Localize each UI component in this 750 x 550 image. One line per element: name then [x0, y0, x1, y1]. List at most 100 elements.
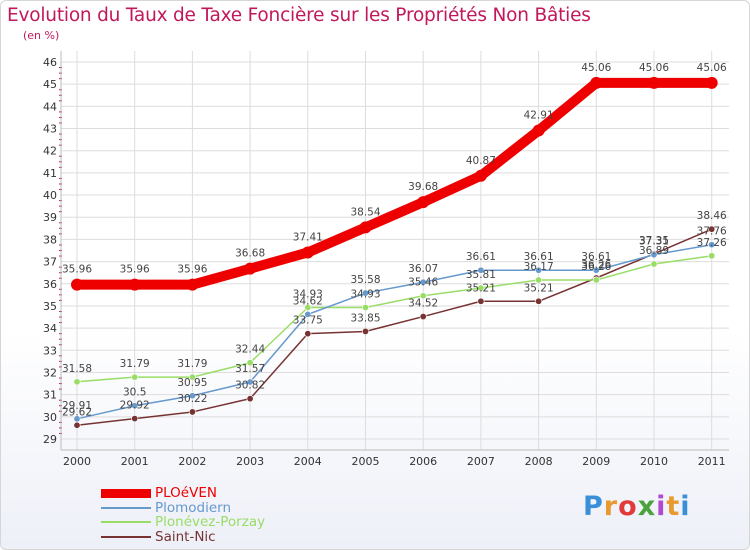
data-point-saintnic	[246, 395, 254, 403]
data-point-ploeven	[648, 76, 660, 89]
data-label-plonevez: 31.79	[120, 358, 150, 370]
data-label-ploeven: 36.68	[235, 248, 265, 260]
data-label-plonevez: 32.44	[235, 344, 265, 356]
x-tick-label: 2003	[236, 455, 264, 468]
data-point-plonevez	[361, 303, 369, 311]
data-label-saintnic: 33.75	[293, 315, 323, 327]
data-label-plonevez: 37.26	[697, 237, 727, 249]
data-point-ploeven	[532, 124, 545, 137]
data-label-plonevez: 36.89	[639, 245, 669, 257]
data-point-ploeven	[128, 278, 141, 291]
logo-letter: i	[656, 491, 667, 522]
x-tick-label: 2007	[467, 455, 495, 468]
y-tick-label: 33	[43, 344, 57, 357]
data-label-plomodiern: 36.07	[408, 263, 438, 275]
y-tick-label: 36	[43, 278, 57, 291]
y-tick-label: 37	[43, 256, 57, 269]
data-label-plomodiern: 37.31	[639, 236, 669, 248]
data-point-saintnic	[708, 225, 716, 233]
y-tick-label: 30	[43, 411, 57, 424]
data-point-ploeven	[590, 76, 603, 89]
data-point-plomodiern	[708, 241, 716, 249]
legend-item-plonevez: Plonévez-Porzay	[101, 514, 265, 530]
data-point-saintnic	[304, 330, 312, 338]
series-line-ploeven	[72, 77, 717, 290]
x-tick-label: 2008	[525, 455, 553, 468]
data-label-saintnic: 29.62	[62, 406, 92, 418]
data-point-plonevez	[650, 260, 658, 268]
data-point-saintnic	[73, 421, 81, 429]
data-point-plomodiern	[535, 266, 543, 274]
data-label-ploeven: 45.06	[581, 62, 611, 74]
data-label-saintnic: 35.21	[466, 282, 496, 294]
legend-item-plomodiern: Plomodiern	[101, 499, 232, 516]
data-point-ploeven	[71, 278, 83, 291]
legend-label-saintnic: Saint-Nic	[155, 528, 216, 545]
data-label-saintnic: 38.46	[697, 210, 727, 222]
data-point-plomodiern	[592, 266, 600, 274]
data-label-ploeven: 35.96	[62, 264, 92, 276]
data-point-plomodiern	[131, 402, 139, 410]
y-tick-label: 42	[43, 145, 57, 158]
x-tick-label: 2005	[352, 455, 380, 468]
y-tick-label: 29	[43, 433, 57, 446]
data-point-ploeven	[244, 262, 257, 275]
series-line-plomodiern	[76, 243, 713, 420]
data-label-saintnic: 36.26	[581, 259, 611, 271]
data-label-plonevez: 36.26	[581, 261, 611, 273]
data-point-plomodiern	[361, 289, 369, 297]
data-label-plomodiern: 30.5	[123, 387, 146, 399]
data-label-plonevez: 34.93	[293, 288, 323, 300]
data-label-saintnic: 30.82	[235, 380, 265, 392]
data-point-plomodiern	[188, 392, 196, 400]
data-label-saintnic: 35.21	[524, 282, 554, 294]
data-point-ploeven	[301, 246, 314, 259]
data-label-plonevez: 35.81	[466, 269, 496, 281]
legend-swatch-plonevez	[101, 521, 151, 523]
data-label-plomodiern: 35.58	[350, 274, 380, 286]
data-label-plomodiern: 36.61	[581, 251, 611, 263]
data-label-ploeven: 42.91	[524, 110, 554, 122]
logo-letter: t	[666, 491, 681, 522]
data-label-saintnic: 29.92	[120, 400, 150, 412]
data-label-ploeven: 45.06	[639, 62, 669, 74]
y-tick-label: 34	[43, 322, 57, 335]
data-point-plomodiern	[73, 415, 81, 423]
data-point-plomodiern	[477, 266, 485, 274]
chart-title: Evolution du Taux de Taxe Foncière sur l…	[7, 5, 591, 26]
data-label-plomodiern: 31.57	[235, 363, 265, 375]
legend-item-ploeven: PLOéVEN	[101, 485, 217, 501]
y-tick-label: 46	[43, 56, 57, 69]
data-label-plonevez: 35.46	[408, 277, 438, 289]
data-label-ploeven: 39.68	[408, 181, 438, 193]
data-label-plonevez: 31.58	[62, 363, 92, 375]
y-tick-label: 38	[43, 233, 57, 246]
data-point-plomodiern	[419, 278, 427, 286]
y-tick-label: 39	[43, 211, 57, 224]
data-label-saintnic: 30.22	[177, 393, 207, 405]
legend-item-saintnic: Saint-Nic	[101, 528, 216, 545]
logo-letter: i	[680, 491, 691, 522]
data-label-ploeven: 35.96	[177, 264, 207, 276]
data-point-ploeven	[417, 196, 430, 209]
data-point-plonevez	[708, 252, 716, 260]
data-label-plomodiern: 34.62	[293, 295, 323, 307]
x-tick-label: 2009	[582, 455, 610, 468]
y-tick-label: 31	[43, 389, 57, 402]
data-label-ploeven: 35.96	[120, 264, 150, 276]
data-label-plomodiern: 30.95	[177, 377, 207, 389]
proxiti-logo: Proxiti	[583, 491, 691, 522]
data-label-plonevez: 36.17	[524, 261, 554, 273]
data-point-saintnic	[188, 408, 196, 416]
data-point-plonevez	[73, 378, 81, 386]
chart-unit-label: (en %)	[23, 29, 60, 42]
data-point-plonevez	[535, 276, 543, 284]
legend-label-plomodiern: Plomodiern	[155, 499, 232, 516]
data-point-saintnic	[477, 297, 485, 305]
logo-letter: P	[583, 491, 604, 522]
data-point-plomodiern	[304, 310, 312, 318]
data-point-plonevez	[592, 276, 600, 284]
data-label-ploeven: 38.54	[350, 206, 380, 218]
